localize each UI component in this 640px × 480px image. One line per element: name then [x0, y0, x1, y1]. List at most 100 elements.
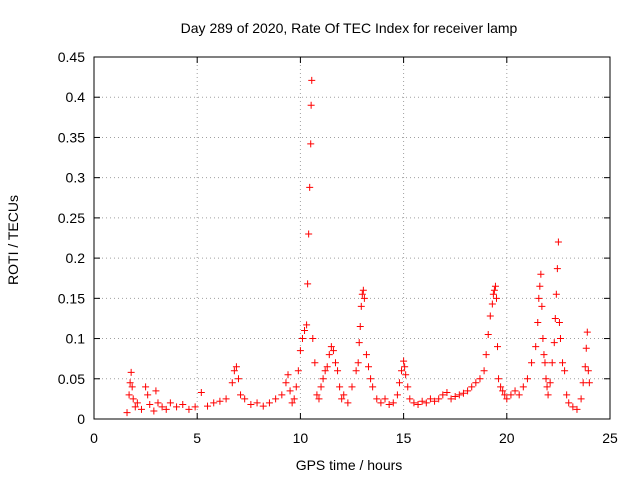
data-point [494, 343, 502, 351]
data-point [234, 375, 242, 383]
data-point [499, 387, 507, 395]
y-tick-label: 0.25 [58, 210, 85, 226]
data-point [482, 351, 490, 359]
data-point [519, 383, 527, 391]
data-point [439, 391, 447, 399]
data-point [402, 371, 410, 379]
data-point [358, 290, 366, 298]
data-point [356, 322, 364, 330]
data-point [582, 344, 590, 352]
data-point [523, 375, 531, 383]
data-point [400, 357, 408, 365]
data-point [476, 375, 484, 383]
chart-title: Day 289 of 2020, Rate Of TEC Index for r… [181, 20, 518, 36]
data-point [125, 391, 133, 399]
data-point [389, 399, 397, 407]
data-point [490, 286, 498, 294]
data-point [565, 399, 573, 407]
data-point [154, 399, 162, 407]
data-point [284, 371, 292, 379]
data-point [288, 399, 296, 407]
data-point [204, 402, 212, 410]
data-point [369, 383, 377, 391]
data-point [303, 321, 311, 329]
data-point [309, 335, 317, 343]
data-point [282, 379, 290, 387]
data-point [542, 375, 550, 383]
data-point [253, 399, 261, 407]
data-point [305, 230, 313, 238]
data-point [414, 401, 422, 409]
data-point [185, 405, 193, 413]
data-point [534, 318, 542, 326]
x-tick-label: 20 [499, 430, 515, 446]
data-point [447, 395, 455, 403]
data-point [331, 359, 339, 367]
data-point [129, 395, 137, 403]
x-axis-label: GPS time / hours [296, 457, 403, 473]
data-point [307, 101, 315, 109]
y-tick-label: 0.15 [58, 290, 85, 306]
data-point [393, 391, 401, 399]
data-point [265, 399, 273, 407]
data-point [528, 359, 536, 367]
data-point [336, 383, 344, 391]
data-point [561, 367, 569, 375]
data-point [166, 399, 174, 407]
data-point [584, 367, 592, 375]
data-point [359, 286, 367, 294]
data-point [142, 383, 150, 391]
data-point [398, 367, 406, 375]
data-point [577, 395, 585, 403]
data-point [472, 379, 480, 387]
data-point [329, 347, 337, 355]
data-point [228, 379, 236, 387]
data-point [507, 391, 515, 399]
y-tick-label: 0.4 [66, 89, 86, 105]
data-point [179, 401, 187, 409]
data-point [321, 367, 329, 375]
data-point [573, 405, 581, 413]
data-point [377, 399, 385, 407]
data-point [468, 383, 476, 391]
data-point [503, 395, 511, 403]
data-point [144, 391, 152, 399]
x-tick-label: 10 [293, 430, 309, 446]
data-point [455, 391, 463, 399]
data-point [126, 379, 134, 387]
data-point [431, 397, 439, 405]
data-point [294, 367, 302, 375]
data-point [451, 392, 459, 400]
data-point [306, 183, 314, 191]
data-point [373, 395, 381, 403]
y-tick-label: 0.45 [58, 49, 85, 65]
data-point [301, 327, 309, 335]
y-axis-label: ROTI / TECUs [5, 195, 21, 285]
data-point [491, 282, 499, 290]
data-point [286, 387, 294, 395]
data-point [426, 395, 434, 403]
data-point [241, 395, 249, 403]
data-point [237, 391, 245, 399]
y-tick-label: 0 [77, 411, 85, 427]
plot-frame [93, 56, 611, 420]
data-point [232, 363, 240, 371]
data-point [543, 383, 551, 391]
data-point [546, 379, 554, 387]
y-tick-labels: 0 0.05 0.1 0.15 0.2 0.25 0.3 0.35 0.4 0.45 [58, 49, 85, 427]
data-point [540, 351, 548, 359]
data-point [133, 399, 141, 407]
data-point [247, 401, 255, 409]
data-point [551, 314, 559, 322]
data-point [317, 383, 325, 391]
data-point [296, 347, 304, 355]
data-point [489, 290, 497, 298]
data-point [340, 391, 348, 399]
x-tick-labels: 0 5 10 15 20 25 [90, 430, 618, 446]
data-point [536, 282, 544, 290]
y-tick-label: 0.3 [66, 170, 86, 186]
data-point [137, 405, 145, 413]
data-point [443, 388, 451, 396]
data-point [418, 397, 426, 405]
data-point [307, 140, 315, 148]
